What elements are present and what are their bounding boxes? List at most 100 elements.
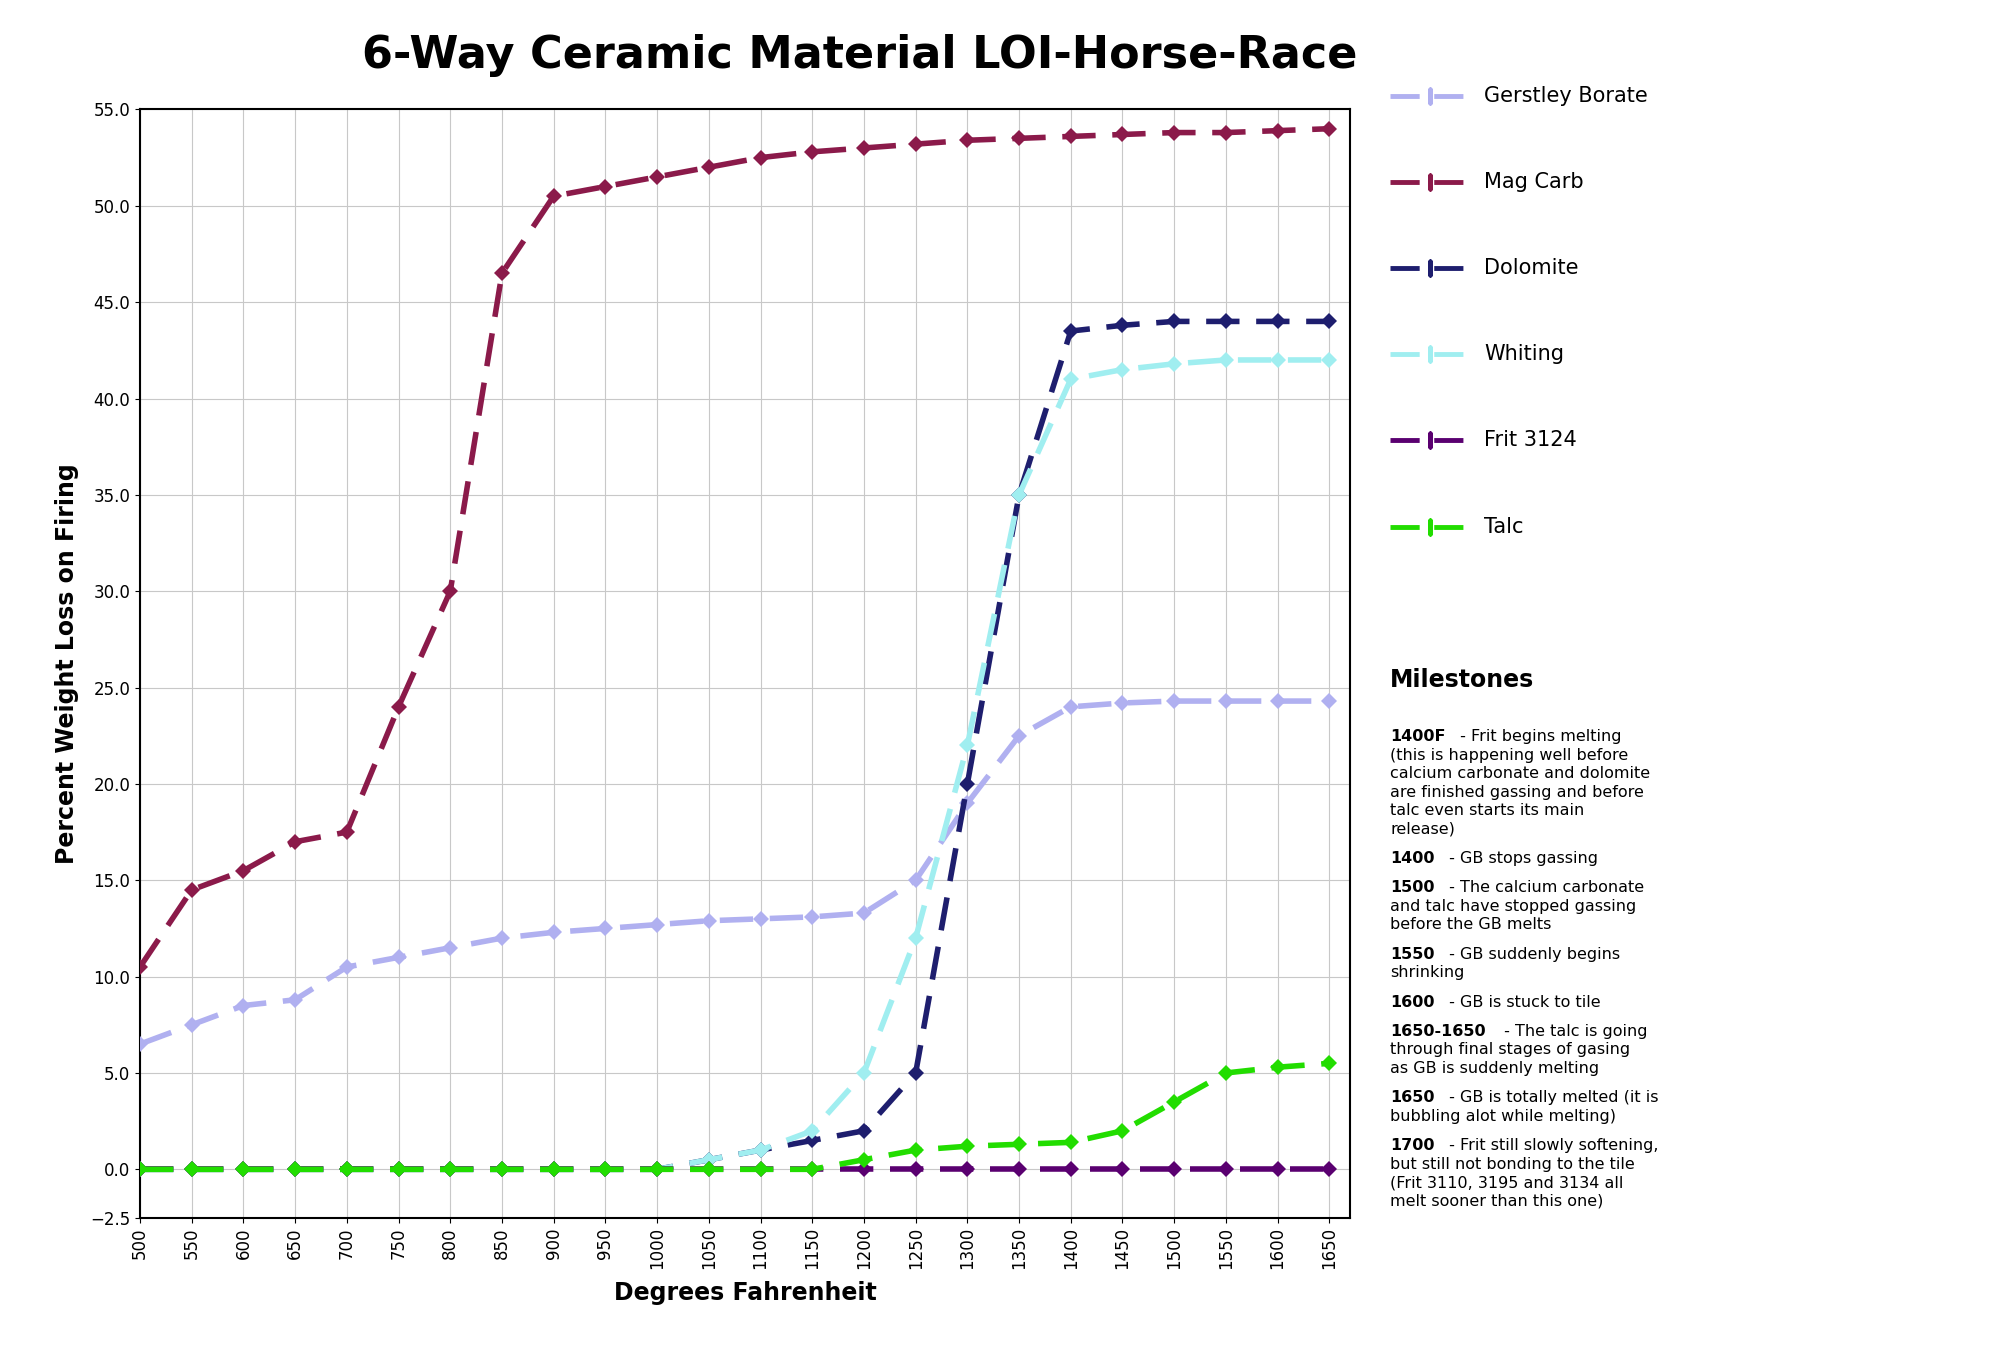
Talc (490, 1161, 514, 1178)
Frit 3124 (696, 1161, 720, 1178)
Gerstley Borate (1318, 692, 1342, 709)
Text: - Frit still slowly softening,: - Frit still slowly softening, (1444, 1138, 1658, 1153)
Frit 3124 (748, 1161, 772, 1178)
Text: calcium carbonate and dolomite: calcium carbonate and dolomite (1390, 766, 1650, 781)
Talc (1214, 1064, 1238, 1081)
Gerstley Borate (490, 930, 514, 947)
Whiting (852, 1064, 876, 1081)
Text: - GB stops gassing: - GB stops gassing (1444, 851, 1598, 866)
Whiting (800, 1123, 824, 1140)
Talc (232, 1161, 256, 1178)
Dolomite (490, 1161, 514, 1178)
Whiting (1110, 361, 1134, 378)
Talc (852, 1152, 876, 1168)
Whiting (334, 1161, 358, 1178)
Mag Carb (284, 833, 308, 850)
Text: Frit 3124: Frit 3124 (1484, 431, 1576, 450)
Frit 3124 (1318, 1161, 1342, 1178)
Talc (180, 1161, 204, 1178)
Text: Mag Carb: Mag Carb (1484, 172, 1584, 192)
Gerstley Borate (128, 1036, 152, 1052)
Gerstley Borate (800, 908, 824, 925)
Text: shrinking: shrinking (1390, 966, 1464, 979)
Frit 3124 (852, 1161, 876, 1178)
Dolomite (334, 1161, 358, 1178)
Mag Carb (904, 135, 928, 152)
Y-axis label: Percent Weight Loss on Firing: Percent Weight Loss on Firing (54, 464, 78, 863)
Text: Milestones: Milestones (1390, 668, 1534, 692)
Frit 3124 (594, 1161, 618, 1178)
Dolomite (438, 1161, 462, 1178)
Gerstley Borate (646, 917, 670, 933)
Frit 3124 (1058, 1161, 1082, 1178)
Mag Carb (128, 959, 152, 975)
Text: Whiting: Whiting (1484, 345, 1564, 364)
Text: through final stages of gasing: through final stages of gasing (1390, 1042, 1630, 1057)
Text: talc even starts its main: talc even starts its main (1390, 803, 1584, 818)
Dolomite (956, 776, 980, 792)
Mag Carb (334, 824, 358, 840)
Whiting (386, 1161, 410, 1178)
Whiting (490, 1161, 514, 1178)
Gerstley Borate (542, 925, 566, 941)
Talc (1318, 1055, 1342, 1071)
Frit 3124 (542, 1161, 566, 1178)
Mag Carb (1214, 124, 1238, 141)
Text: 1650-1650: 1650-1650 (1390, 1023, 1486, 1038)
Gerstley Borate (852, 904, 876, 921)
Talc (1162, 1093, 1186, 1109)
Mag Carb (1008, 130, 1032, 146)
Mag Carb (438, 583, 462, 599)
Text: 1700: 1700 (1390, 1138, 1434, 1153)
Talc (1008, 1135, 1032, 1152)
Text: are finished gassing and before: are finished gassing and before (1390, 784, 1644, 799)
Talc (1110, 1123, 1134, 1140)
Frit 3124 (646, 1161, 670, 1178)
Talc (334, 1161, 358, 1178)
Dolomite (542, 1161, 566, 1178)
Gerstley Borate (1058, 699, 1082, 715)
Gerstley Borate (232, 997, 256, 1014)
Gerstley Borate (1214, 692, 1238, 709)
Text: before the GB melts: before the GB melts (1390, 918, 1552, 932)
Frit 3124 (438, 1161, 462, 1178)
Talc (956, 1138, 980, 1155)
Text: but still not bonding to the tile: but still not bonding to the tile (1390, 1157, 1634, 1171)
Mag Carb (852, 140, 876, 156)
Whiting (128, 1161, 152, 1178)
Line: Dolomite: Dolomite (134, 316, 1334, 1175)
X-axis label: Degrees Fahrenheit: Degrees Fahrenheit (614, 1280, 876, 1305)
Gerstley Borate (180, 1016, 204, 1033)
Talc (696, 1161, 720, 1178)
Whiting (1318, 352, 1342, 368)
Gerstley Borate (696, 912, 720, 929)
Text: and talc have stopped gassing: and talc have stopped gassing (1390, 899, 1636, 914)
Dolomite (386, 1161, 410, 1178)
Text: 1550: 1550 (1390, 947, 1434, 962)
Text: 1500: 1500 (1390, 881, 1434, 895)
Dolomite (284, 1161, 308, 1178)
Text: - Frit begins melting: - Frit begins melting (1454, 729, 1622, 744)
Frit 3124 (1110, 1161, 1134, 1178)
Frit 3124 (904, 1161, 928, 1178)
Dolomite (1058, 323, 1082, 339)
Frit 3124 (1162, 1161, 1186, 1178)
Mag Carb (490, 265, 514, 282)
Gerstley Borate (594, 921, 618, 937)
Talc (542, 1161, 566, 1178)
Dolomite (646, 1161, 670, 1178)
Mag Carb (594, 178, 618, 194)
Talc (594, 1161, 618, 1178)
Dolomite (696, 1152, 720, 1168)
Gerstley Borate (438, 940, 462, 956)
Whiting (748, 1142, 772, 1159)
Frit 3124 (128, 1161, 152, 1178)
Line: Talc: Talc (134, 1057, 1334, 1175)
Talc (438, 1161, 462, 1178)
Dolomite (800, 1133, 824, 1149)
Text: (Frit 3110, 3195 and 3134 all: (Frit 3110, 3195 and 3134 all (1390, 1175, 1624, 1190)
Text: Gerstley Borate: Gerstley Borate (1484, 86, 1648, 105)
Frit 3124 (490, 1161, 514, 1178)
Line: Frit 3124: Frit 3124 (134, 1164, 1334, 1175)
Whiting (438, 1161, 462, 1178)
